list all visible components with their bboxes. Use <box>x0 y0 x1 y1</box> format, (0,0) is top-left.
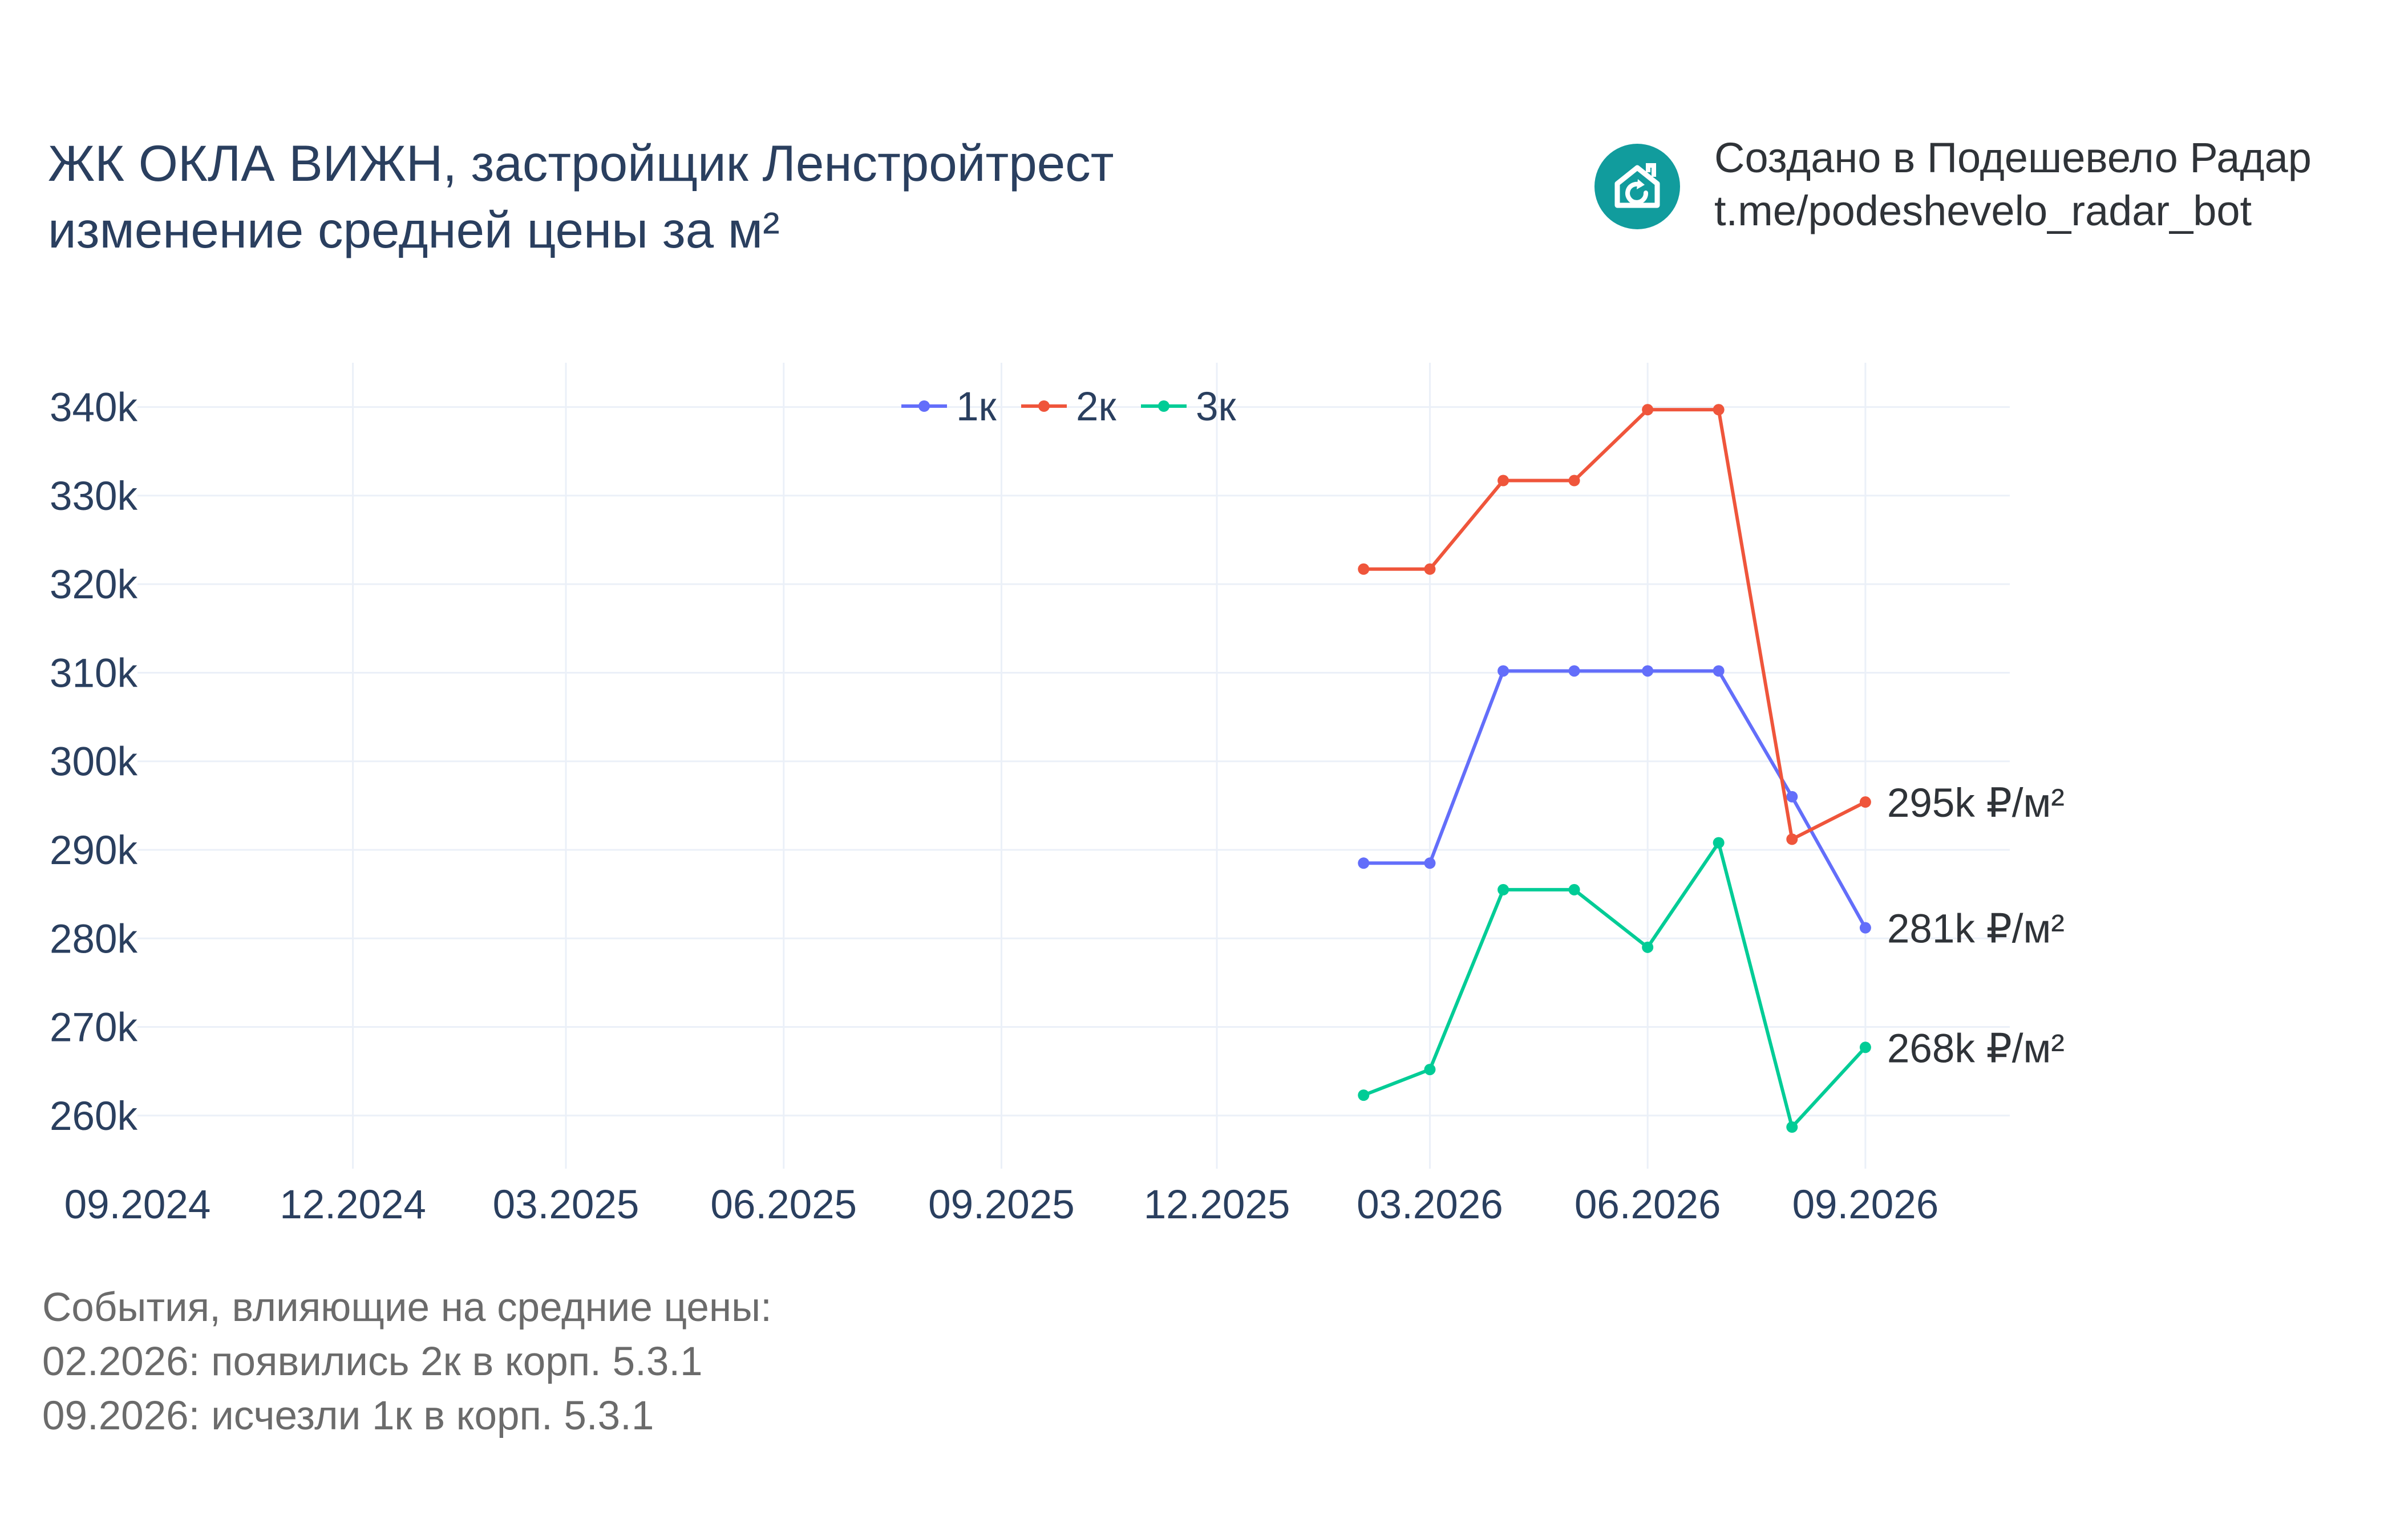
y-axis-ticks: 260k 270k 280k 290k 300k 310k 320k 330k 340k <box>50 386 137 1139</box>
data-point <box>1498 665 1509 677</box>
data-point <box>1642 941 1654 953</box>
legend-swatch-marker <box>1158 400 1169 412</box>
chart-title: ЖК ОКЛА ВИЖН, застройщик Ленстройтрест и… <box>48 130 1114 264</box>
data-point <box>1424 1064 1436 1076</box>
y-tick-label: 330k <box>50 474 137 519</box>
series-line <box>1363 408 1867 841</box>
data-point <box>1713 837 1725 849</box>
x-tick-label: 06.2025 <box>710 1182 857 1227</box>
data-point <box>1498 884 1509 895</box>
house-refresh-icon <box>1594 144 1680 229</box>
x-tick-label: 09.2026 <box>1792 1182 1939 1227</box>
data-point <box>1498 475 1509 487</box>
credit-text: Создано в Подешевело Радар t.me/podeshev… <box>1714 131 2312 237</box>
data-point <box>1568 884 1580 895</box>
legend-swatch-marker <box>1038 400 1050 412</box>
y-tick-label: 310k <box>50 651 137 696</box>
y-tick-label: 300k <box>50 740 137 785</box>
chart-series: 281k ₽/м² 295k ₽/м² 268k ₽/м² <box>1358 404 2065 1133</box>
data-point <box>1859 922 1871 934</box>
x-axis-ticks: 09.2024 12.2024 03.2025 06.2025 09.2025 12.20… <box>64 1182 1939 1227</box>
data-point <box>1568 475 1580 487</box>
data-point <box>1786 1121 1798 1133</box>
data-point <box>1642 665 1654 677</box>
data-point <box>1424 563 1436 575</box>
y-tick-label: 320k <box>50 562 137 607</box>
chart-title-line-1: ЖК ОКЛА ВИЖН, застройщик Ленстройтрест <box>48 135 1114 192</box>
x-tick-label: 06.2026 <box>1575 1182 1721 1227</box>
credit-line-1: Создано в Подешевело Радар <box>1714 134 2312 181</box>
legend-item[interactable]: 1к <box>901 384 997 429</box>
data-point <box>1786 833 1798 845</box>
chart-grid <box>137 363 2010 1169</box>
events-block: События, влияющие на средние цены: 02.20… <box>42 1280 772 1443</box>
legend-item[interactable]: 3к <box>1141 384 1236 429</box>
data-point <box>1568 665 1580 677</box>
chart-legend[interactable]: 1к 2к 3к <box>901 384 1236 429</box>
end-value-label: 268k ₽/м² <box>1887 1026 2065 1071</box>
x-tick-label: 12.2025 <box>1144 1182 1290 1227</box>
events-heading: События, влияющие на средние цены: <box>42 1285 772 1330</box>
data-point <box>1786 791 1798 803</box>
chart-title-line-2: изменение средней цены за м² <box>48 201 780 258</box>
x-tick-label: 03.2026 <box>1357 1182 1503 1227</box>
data-point <box>1424 857 1436 869</box>
event-item: 02.2026: появились 2к в корп. 5.3.1 <box>42 1339 703 1384</box>
data-point <box>1642 404 1654 416</box>
y-tick-label: 260k <box>50 1094 137 1139</box>
y-tick-label: 290k <box>50 828 137 873</box>
data-point <box>1358 563 1370 575</box>
data-point <box>1358 1089 1370 1101</box>
event-item: 09.2026: исчезли 1к в корп. 5.3.1 <box>42 1393 654 1438</box>
data-point <box>1713 665 1725 677</box>
house-refresh-icon-glyph <box>1614 163 1660 208</box>
credit-line-2[interactable]: t.me/podeshevelo_radar_bot <box>1714 187 2252 234</box>
data-point <box>1859 796 1871 808</box>
data-point <box>1713 404 1725 416</box>
y-tick-label: 270k <box>50 1006 137 1051</box>
legend-label: 2к <box>1076 384 1116 429</box>
data-point <box>1358 857 1370 869</box>
data-point <box>1859 1041 1871 1053</box>
end-value-label: 281k ₽/м² <box>1887 907 2065 952</box>
x-tick-label: 12.2024 <box>280 1182 426 1227</box>
x-tick-label: 09.2024 <box>64 1182 211 1227</box>
series-line <box>1363 841 1867 1129</box>
y-tick-label: 340k <box>50 386 137 431</box>
legend-item[interactable]: 2к <box>1021 384 1116 429</box>
legend-label: 3к <box>1196 384 1236 429</box>
end-value-label: 295k ₽/м² <box>1887 781 2065 826</box>
y-tick-label: 280k <box>50 917 137 962</box>
x-tick-label: 09.2025 <box>928 1182 1075 1227</box>
legend-label: 1к <box>956 384 997 429</box>
legend-swatch-marker <box>918 400 930 412</box>
x-tick-label: 03.2025 <box>493 1182 640 1227</box>
